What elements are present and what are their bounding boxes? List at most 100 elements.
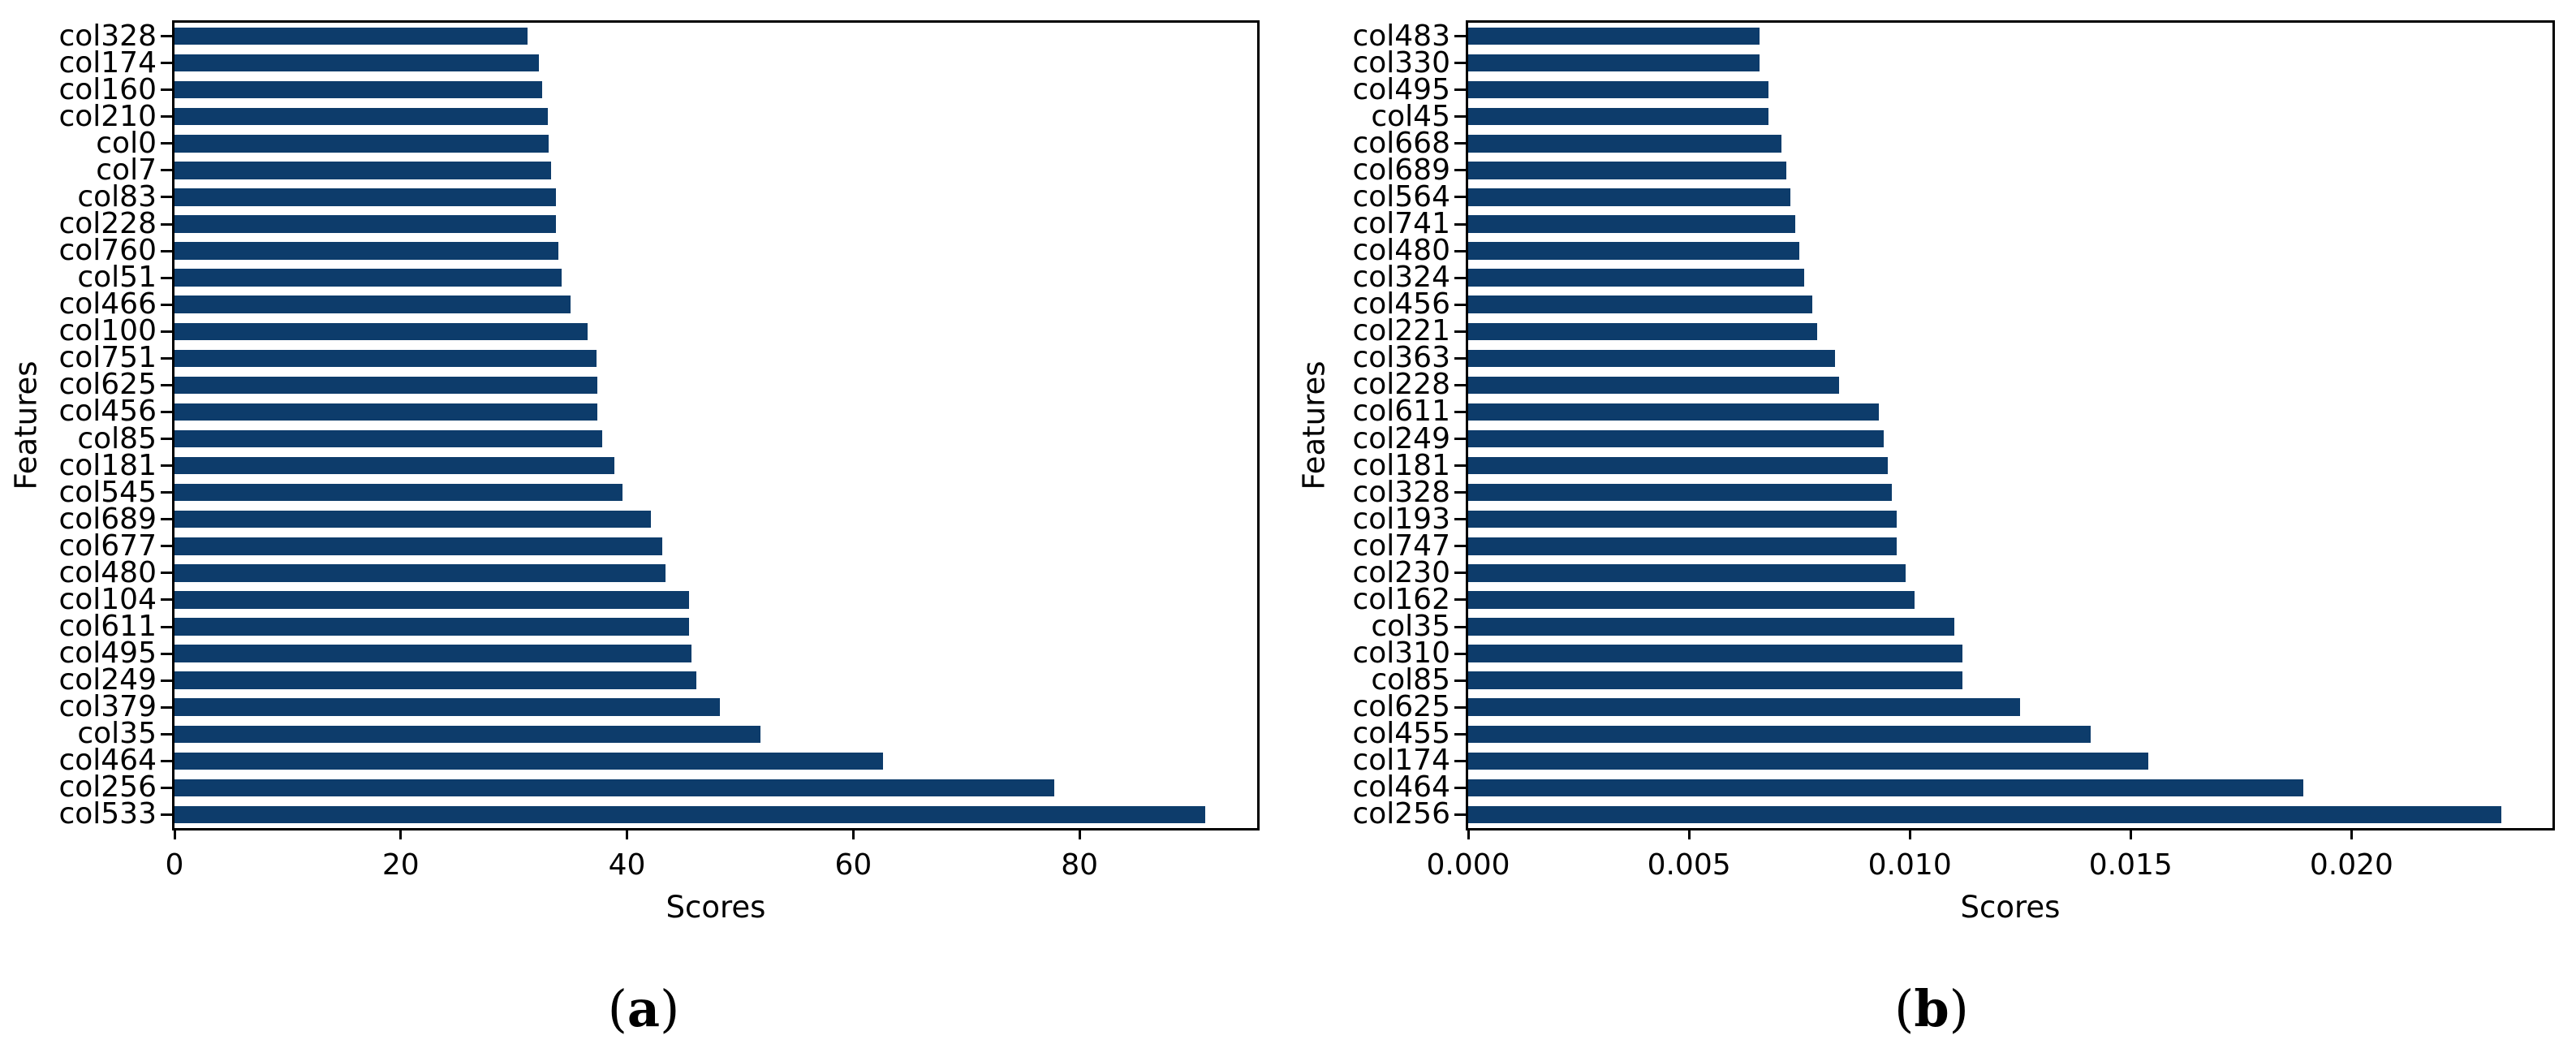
bar-col625 <box>174 376 598 395</box>
y-tick-label-col328: col328 <box>1352 475 1450 509</box>
y-tick-label-col85: col85 <box>1371 663 1450 697</box>
x-tick-label-0.005: 0.005 <box>1647 848 1731 882</box>
bar-col480 <box>1468 242 1800 260</box>
bar-col456 <box>1468 296 1813 313</box>
y-tick-label-col455: col455 <box>1352 717 1450 751</box>
caption-letter: a <box>627 979 661 1038</box>
bar-col668 <box>1468 135 1782 153</box>
y-tick-mark <box>1454 464 1466 468</box>
bar-col7 <box>174 162 552 179</box>
bar-col464 <box>1468 779 2303 797</box>
y-tick-mark <box>161 35 172 38</box>
x-tick-mark <box>2350 830 2353 839</box>
y-tick-label-col0: col0 <box>96 126 157 160</box>
y-tick-mark <box>161 518 172 521</box>
y-tick-mark <box>1454 759 1466 762</box>
y-tick-label-col230: col230 <box>1352 555 1450 589</box>
x-tick-mark <box>626 830 629 839</box>
x-axis-title: Scores <box>666 890 766 925</box>
y-tick-mark <box>1454 196 1466 199</box>
y-tick-mark <box>1454 732 1466 736</box>
y-tick-label-col104: col104 <box>58 582 157 616</box>
y-tick-mark <box>1454 545 1466 548</box>
bar-col51 <box>174 269 562 287</box>
y-tick-label-col677: col677 <box>58 528 157 563</box>
y-tick-mark <box>1454 35 1466 38</box>
x-tick-label-0.020: 0.020 <box>2309 848 2393 882</box>
y-tick-label-col45: col45 <box>1371 99 1450 133</box>
bar-col625 <box>1468 698 2021 716</box>
bar-col751 <box>174 349 597 368</box>
x-tick-mark <box>1078 830 1081 839</box>
bar-col181 <box>174 456 615 475</box>
bar-col249 <box>1468 429 1884 448</box>
y-tick-mark <box>1454 572 1466 575</box>
y-tick-label-col363: col363 <box>1352 341 1450 375</box>
y-tick-label-col181: col181 <box>58 448 157 482</box>
bar-col483 <box>1468 27 1760 45</box>
y-tick-label-col533: col533 <box>58 797 157 831</box>
bar-col100 <box>174 322 588 341</box>
x-tick-mark <box>2129 830 2132 839</box>
plot-area-b: col483 col330 col495 col45 col668 col689 col56… <box>1352 20 2555 839</box>
bar-col228 <box>1468 376 1840 395</box>
bar-col533 <box>174 805 1205 824</box>
plot-area-a: col328 col174 col160 col210 col0 col7 col83 col… <box>58 20 1260 839</box>
y-tick-mark <box>1454 705 1466 709</box>
y-tick-label-col35: col35 <box>77 717 157 751</box>
x-tick-label-0.000: 0.000 <box>1426 848 1510 882</box>
bar-col228 <box>174 215 556 233</box>
y-tick-mark <box>161 142 172 145</box>
y-tick-mark <box>1454 679 1466 682</box>
y-tick-label-col174: col174 <box>58 45 157 80</box>
y-tick-mark <box>161 330 172 333</box>
y-tick-label-col611: col611 <box>1352 395 1450 429</box>
bar-col193 <box>1468 510 1897 528</box>
bar-col160 <box>174 80 543 99</box>
x-tick-mark <box>1467 830 1470 839</box>
y-tick-label-col174: col174 <box>1352 744 1450 778</box>
y-tick-mark <box>161 786 172 789</box>
y-tick-mark <box>1454 142 1466 145</box>
bar-col174 <box>1468 752 2149 770</box>
bar-col564 <box>1468 188 1791 206</box>
x-tick-mark <box>1687 830 1691 839</box>
y-tick-mark <box>161 169 172 172</box>
y-tick-mark <box>161 572 172 575</box>
y-tick-mark <box>161 545 172 548</box>
y-tick-label-col483: col483 <box>1352 19 1450 53</box>
y-tick-label-col625: col625 <box>1352 690 1450 724</box>
y-tick-label-col689: col689 <box>1352 153 1450 187</box>
y-tick-mark <box>1454 786 1466 789</box>
x-tick-label-40: 40 <box>608 848 646 882</box>
y-tick-mark <box>161 222 172 226</box>
bar-col760 <box>174 242 558 260</box>
y-tick-mark <box>1454 276 1466 279</box>
y-tick-label-col456: col456 <box>1352 287 1450 321</box>
y-tick-mark <box>1454 438 1466 441</box>
y-tick-mark <box>161 356 172 360</box>
bar-col45 <box>1468 107 1769 126</box>
figure-panel-a: Features col328 col174 col160 col210 col0 col… <box>9 20 1260 1038</box>
bar-col611 <box>174 618 690 636</box>
y-tick-mark <box>161 196 172 199</box>
y-tick-mark <box>161 88 172 92</box>
bar-col210 <box>174 107 548 126</box>
x-tick-label-60: 60 <box>834 848 872 882</box>
x-tick-mark <box>851 830 855 839</box>
caption-letter: b <box>1914 979 1949 1038</box>
y-tick-label-col564: col564 <box>1352 179 1450 214</box>
x-tick-mark <box>173 830 176 839</box>
y-tick-mark <box>161 303 172 306</box>
bar-col35 <box>1468 618 1954 636</box>
y-tick-label-col330: col330 <box>1352 45 1450 80</box>
caption-b: (b) <box>1894 979 1969 1038</box>
bar-col174 <box>174 54 539 72</box>
x-tick-mark <box>399 830 403 839</box>
y-tick-label-col228: col228 <box>1352 368 1450 402</box>
bar-col456 <box>174 403 598 421</box>
y-tick-mark <box>161 115 172 119</box>
bar-col249 <box>174 671 696 689</box>
y-tick-mark <box>1454 652 1466 655</box>
x-tick-label-0.015: 0.015 <box>2088 848 2173 882</box>
